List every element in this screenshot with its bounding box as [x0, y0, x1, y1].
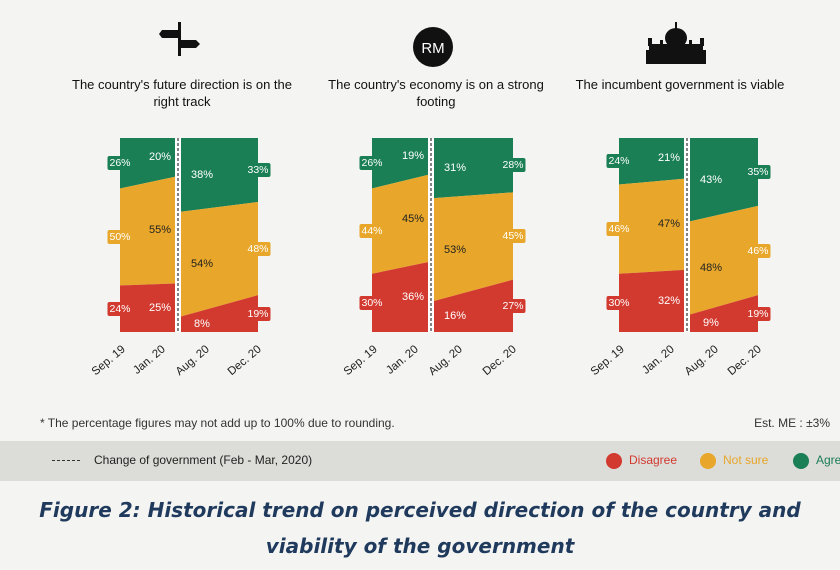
legend-agree-dot: [793, 453, 809, 469]
figure: RM: [120, 22, 758, 332]
area-not-sure-direction: [120, 176, 258, 317]
value-label: 36%: [401, 291, 425, 304]
value-label: 28%: [500, 158, 526, 173]
value-label: 19%: [245, 306, 271, 321]
chart-title-government: The incumbent government is viable: [575, 77, 785, 92]
value-label: 20%: [148, 151, 172, 164]
legend-agree-label: Agree: [816, 453, 840, 467]
value-label: 43%: [699, 173, 723, 186]
value-label: 45%: [401, 212, 425, 225]
area-disagree-direction: [120, 283, 258, 332]
value-label: 47%: [657, 218, 681, 231]
legend-disagree-label: Disagree: [629, 453, 678, 467]
value-label: 27%: [500, 298, 526, 313]
value-label: 50%: [107, 229, 133, 244]
value-label: 19%: [401, 150, 425, 163]
chart-title-economy: The country's economy is on a strong foo…: [328, 77, 544, 109]
value-label: 46%: [606, 222, 632, 237]
legend-not-sure-dot: [700, 453, 716, 469]
value-label: 45%: [500, 228, 526, 243]
value-label: 21%: [657, 152, 681, 165]
chart-title-direction: The country's future direction is on the…: [72, 77, 292, 109]
ringgit-icon-text: RM: [421, 40, 444, 57]
area-disagree-government: [619, 269, 758, 332]
value-label: 25%: [148, 301, 172, 314]
value-label: 35%: [745, 164, 771, 179]
parliament-building-icon: [646, 22, 706, 64]
value-label: 26%: [359, 156, 385, 171]
legend-divider-line: [52, 460, 80, 461]
value-label: 19%: [745, 306, 771, 321]
legend-divider-label: Change of government (Feb - Mar, 2020): [94, 453, 313, 467]
area-not-sure-economy: [372, 174, 513, 301]
area-disagree-economy: [372, 262, 513, 332]
signpost-icon: [159, 22, 200, 56]
value-label: 38%: [190, 168, 214, 181]
value-label: 16%: [443, 310, 467, 323]
value-label: 30%: [359, 295, 385, 310]
ringgit-icon: RM: [413, 27, 453, 67]
value-label: 53%: [443, 243, 467, 256]
value-label: 44%: [359, 224, 385, 239]
footnote: * The percentage figures may not add up …: [40, 416, 395, 430]
value-label: 24%: [606, 154, 632, 169]
area-agree-economy: [372, 138, 513, 199]
value-label: 30%: [606, 295, 632, 310]
value-label: 46%: [745, 243, 771, 258]
value-label: 26%: [107, 156, 133, 171]
value-label: 31%: [443, 162, 467, 175]
value-label: 48%: [245, 241, 271, 256]
value-label: 33%: [245, 163, 271, 177]
margin-of-error: Est. ME : ±3%: [754, 416, 830, 430]
value-label: 54%: [190, 258, 214, 271]
value-label: 32%: [657, 294, 681, 307]
figure-caption-line2: viability of the government: [265, 534, 575, 558]
value-label: 8%: [194, 318, 210, 331]
value-label: 9%: [703, 317, 719, 330]
legend-disagree-dot: [606, 453, 622, 469]
figure-caption-line1: Figure 2: Historical trend on perceived …: [39, 498, 801, 522]
value-label: 55%: [148, 224, 172, 237]
value-label: 48%: [699, 261, 723, 274]
area-agree-direction: [120, 138, 258, 212]
value-label: 24%: [107, 301, 133, 316]
legend-not-sure-label: Not sure: [723, 453, 769, 467]
